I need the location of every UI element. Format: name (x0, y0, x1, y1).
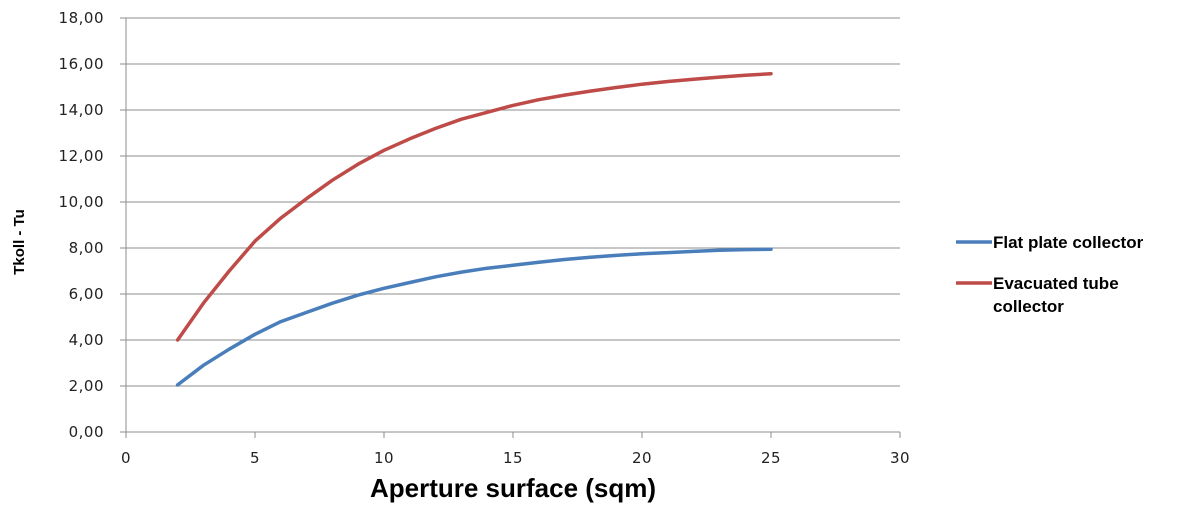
series-line-2 (175, 71, 773, 342)
y-tick-label: 12,00 (59, 147, 104, 165)
y-tick-label: 4,00 (69, 331, 104, 349)
x-tick-label: 25 (761, 449, 781, 467)
series-lines (175, 71, 773, 387)
y-tick-label: 2,00 (69, 377, 104, 395)
y-tick-label: 10,00 (59, 193, 104, 211)
y-tick-label: 14,00 (59, 101, 104, 119)
x-axis-title: Aperture surface (sqm) (370, 473, 656, 503)
y-tick-label: 18,00 (59, 9, 104, 27)
y-tick-labels: 0,00 2,00 4,00 6,00 8,00 10,00 12,00 14,00 16,00… (59, 9, 104, 441)
x-tick-label: 15 (503, 449, 523, 467)
axes (125, 18, 901, 438)
y-tick-label: 8,00 (69, 239, 104, 257)
y-tick-label: 6,00 (69, 285, 104, 303)
gridlines (120, 17, 900, 433)
legend-label-1: Flat plate collector (993, 233, 1144, 252)
legend: Flat plate collector Evacuated tube collec… (956, 233, 1144, 316)
x-tick-label: 0 (121, 449, 131, 467)
y-axis-title: Tkoll - Tu (11, 209, 28, 275)
x-tick-labels: 0 5 10 15 20 25 30 (121, 449, 910, 467)
y-tick-label: 0,00 (69, 423, 104, 441)
x-tick-label: 5 (250, 449, 260, 467)
x-tick-label: 20 (632, 449, 652, 467)
x-tick-label: 30 (890, 449, 910, 467)
x-tick-label: 10 (374, 449, 394, 467)
y-tick-label: 16,00 (59, 55, 104, 73)
legend-label-2: Evacuated tube collector (993, 274, 1119, 316)
series-line-1 (175, 247, 773, 387)
